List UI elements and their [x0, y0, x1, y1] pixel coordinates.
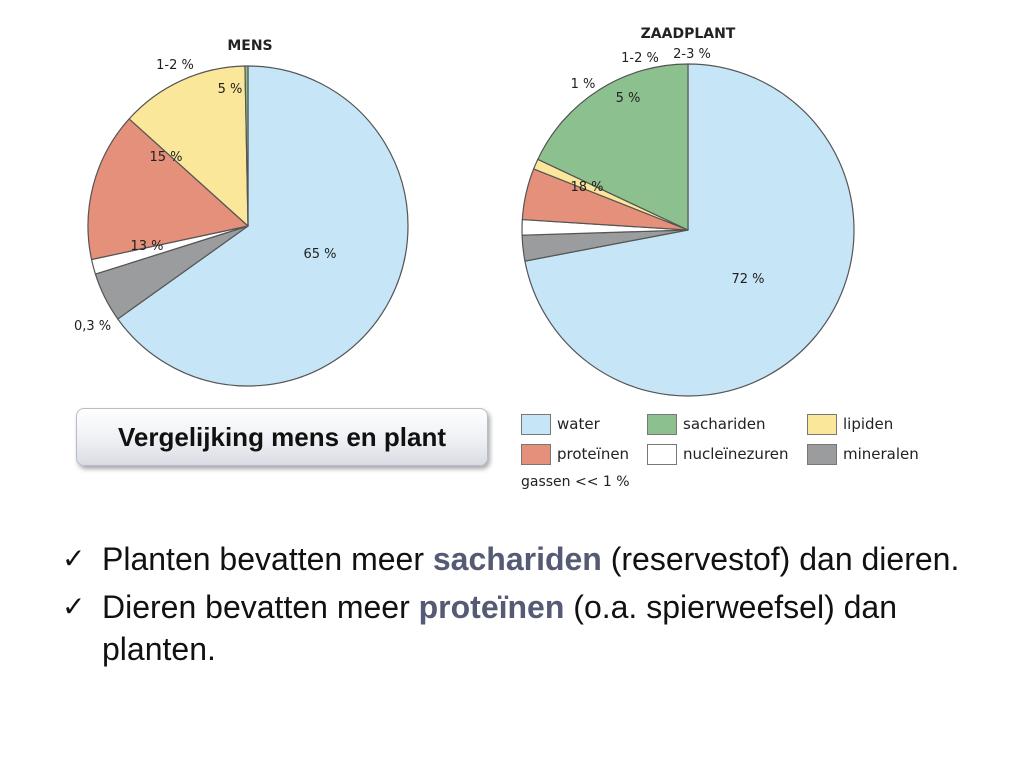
- checkmark-icon: ✓: [62, 590, 86, 623]
- slice-label-sachariden: 18 %: [570, 180, 603, 195]
- chart-legend: water sachariden lipiden proteïnen nucle…: [521, 412, 941, 497]
- legend-item-proteinen: proteïnen: [521, 442, 629, 466]
- bullet-item: ✓ Dieren bevatten meer proteïnen (o.a. s…: [62, 586, 982, 670]
- legend-label-proteinen: proteïnen: [557, 445, 630, 463]
- legend-item-water: water: [521, 412, 600, 436]
- slice-label-lipiden: 1 %: [571, 77, 596, 92]
- slice-label-nucleinezuren: 1-2 %: [156, 58, 194, 73]
- slice-label-mineralen: 5 %: [218, 82, 243, 97]
- slice-label-proteinen: 15 %: [149, 150, 182, 165]
- pie-title: MENS: [227, 38, 272, 54]
- slice-label-proteinen: 5 %: [616, 91, 641, 106]
- legend-label-nucleinezuren: nucleïnezuren: [683, 445, 789, 463]
- legend-note: gassen << 1 %: [521, 474, 630, 490]
- slice-label-nucleinezuren: 1-2 %: [621, 51, 659, 66]
- legend-item-lipiden: lipiden: [807, 412, 893, 436]
- pie-charts: 65 % 5 % 1-2 % 15 % 13 % 0,3 % MENS 72 % 2-3 % 1…: [74, 26, 855, 397]
- checkmark-icon: ✓: [62, 542, 86, 575]
- bullet-item: ✓ Planten bevatten meer sachariden (rese…: [62, 538, 982, 580]
- legend-label-lipiden: lipiden: [843, 415, 894, 433]
- bullet-text: Dieren bevatten meer: [102, 589, 419, 625]
- bullet-list: ✓ Planten bevatten meer sachariden (rese…: [62, 538, 982, 676]
- legend-swatch-water: [521, 413, 551, 435]
- legend-item-sachariden: sachariden: [647, 412, 766, 436]
- bullet-text: (reservestof) dan dieren.: [601, 541, 960, 577]
- legend-swatch-nucleinezuren: [647, 443, 677, 465]
- slice-label-sachariden: 0,3 %: [74, 319, 111, 334]
- legend-item-mineralen: mineralen: [807, 442, 919, 466]
- caption-text: Vergelijking mens en plant: [118, 421, 446, 452]
- caption-box: Vergelijking mens en plant: [76, 408, 488, 466]
- pie-slice-water: [524, 63, 855, 397]
- slice-label-water: 65 %: [303, 247, 336, 262]
- pie-slice-sachariden: [537, 63, 689, 231]
- pie-title: ZAADPLANT: [641, 26, 736, 42]
- pie-chart-zaadplant: 72 % 2-3 % 1-2 % 5 % 1 % 18 % ZAADPLANT: [521, 26, 855, 397]
- bullet-highlight: proteïnen: [418, 589, 565, 625]
- bullet-text: (o.a. spierweefsel) dan planten.: [102, 589, 897, 667]
- legend-swatch-lipiden: [807, 413, 837, 435]
- slice-label-water: 72 %: [731, 272, 764, 287]
- legend-label-mineralen: mineralen: [843, 445, 919, 463]
- legend-label-sachariden: sachariden: [683, 415, 766, 433]
- pie-slice-proteinen: [87, 118, 249, 261]
- legend-label-water: water: [557, 415, 600, 433]
- pie-slice-sachariden: [244, 65, 249, 227]
- legend-swatch-mineralen: [807, 443, 837, 465]
- bullet-text: Planten bevatten meer: [102, 541, 433, 577]
- slice-label-mineralen: 2-3 %: [673, 47, 711, 62]
- legend-swatch-sachariden: [647, 413, 677, 435]
- pie-slice-lipiden: [128, 65, 249, 227]
- bullet-highlight: sachariden: [432, 541, 602, 577]
- slice-label-lipiden: 13 %: [130, 239, 163, 254]
- pie-slice-water: [117, 65, 409, 387]
- legend-swatch-proteinen: [521, 443, 551, 465]
- legend-item-nucleinezuren: nucleïnezuren: [647, 442, 789, 466]
- pie-chart-mens: 65 % 5 % 1-2 % 15 % 13 % 0,3 % MENS: [74, 38, 409, 387]
